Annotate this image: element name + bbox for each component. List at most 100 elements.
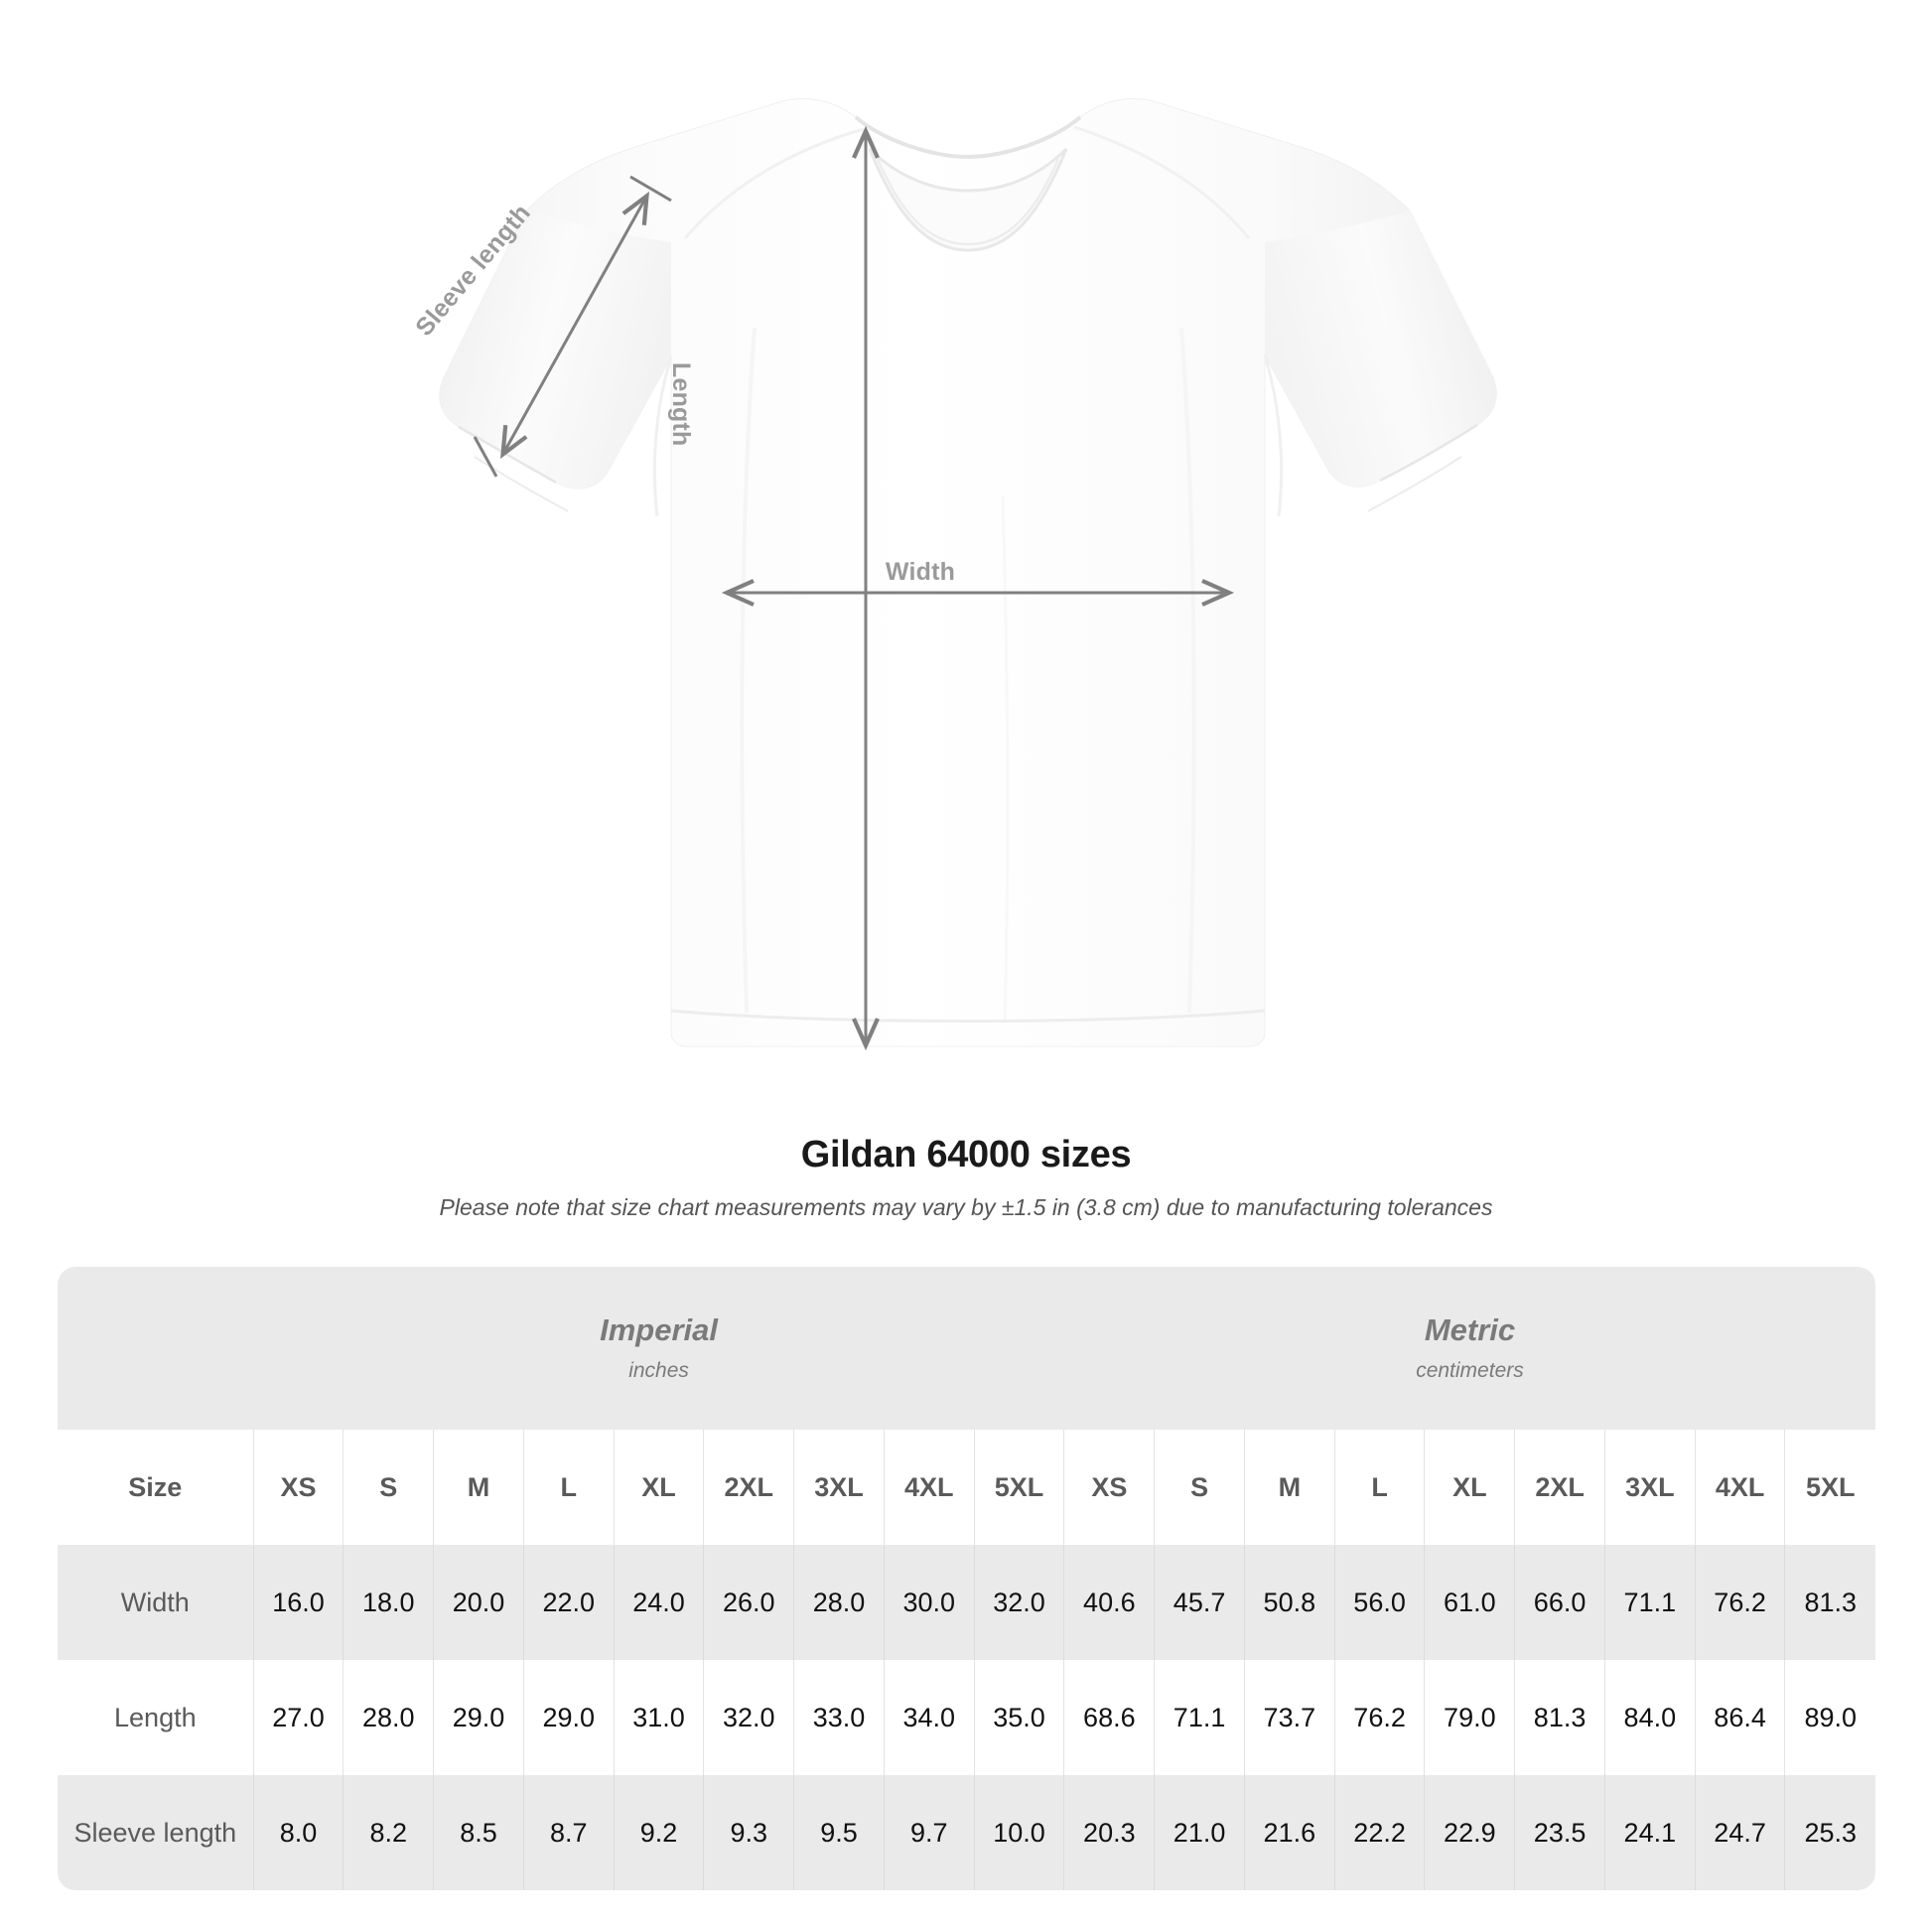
size-header-cell: 3XL	[1603, 1430, 1696, 1545]
table-cell: 9.5	[793, 1775, 885, 1890]
table-cell: 30.0	[883, 1545, 975, 1660]
size-header-cell: XS	[1063, 1430, 1155, 1545]
table-cell: 21.0	[1154, 1775, 1245, 1890]
table-cell: 22.9	[1424, 1775, 1515, 1890]
table-cell: 20.0	[433, 1545, 524, 1660]
table-cell: 8.7	[522, 1775, 615, 1890]
size-header-cell: XL	[613, 1430, 704, 1545]
table-cell: 21.6	[1243, 1775, 1335, 1890]
table-cell: 86.4	[1694, 1660, 1785, 1775]
table-cell: 9.3	[703, 1775, 794, 1890]
sleeve-tick-top	[629, 175, 672, 203]
unit-header-metric: Metric centimeters	[1063, 1267, 1875, 1430]
size-chart-table: Imperial inches Metric centimeters Size XS S M L…	[58, 1267, 1875, 1890]
table-cell: 25.3	[1784, 1775, 1875, 1890]
table-cell: 32.0	[703, 1660, 794, 1775]
table-cell: 8.0	[252, 1775, 344, 1890]
tshirt-body-shape	[439, 97, 1497, 1047]
size-header-cell: L	[522, 1430, 615, 1545]
sleeve-measure-arrow	[500, 191, 649, 460]
table-cell: 76.2	[1694, 1545, 1785, 1660]
table-cell: 29.0	[522, 1660, 615, 1775]
table-cell: 22.2	[1333, 1775, 1425, 1890]
table-body: Imperial inches Metric centimeters Size XS S M L…	[58, 1267, 1875, 1890]
table-cell: 79.0	[1424, 1660, 1515, 1775]
size-header-cell: L	[1333, 1430, 1425, 1545]
size-header-cell: 5XL	[973, 1430, 1064, 1545]
size-header-row: Size XS S M L XL 2XL 3XL 4XL 5XL XS S M L XL 2XL 3XL 4XL 5…	[58, 1430, 1875, 1545]
table-cell: 35.0	[973, 1660, 1064, 1775]
size-header-cell: 4XL	[1694, 1430, 1785, 1545]
size-header-cell: 5XL	[1784, 1430, 1875, 1545]
table-cell: 56.0	[1333, 1545, 1425, 1660]
table-cell: 10.0	[973, 1775, 1064, 1890]
table-cell: 27.0	[252, 1660, 344, 1775]
unit-title: Imperial	[600, 1311, 718, 1347]
width-label: Width	[885, 558, 956, 586]
table-cell: 81.3	[1514, 1660, 1605, 1775]
tolerance-note: Please note that size chart measurements…	[439, 1194, 1493, 1220]
table-cell: 24.0	[613, 1545, 704, 1660]
table-cell: 50.8	[1243, 1545, 1335, 1660]
table-cell: 24.1	[1603, 1775, 1696, 1890]
table-cell: 81.3	[1784, 1545, 1875, 1660]
table-cell: 20.3	[1063, 1775, 1155, 1890]
table-cell: 66.0	[1514, 1545, 1605, 1660]
table-cell: 61.0	[1424, 1545, 1515, 1660]
table-cell: 29.0	[433, 1660, 524, 1775]
tshirt-svg	[439, 97, 1497, 1051]
table-cell: 16.0	[252, 1545, 344, 1660]
table-row: Sleeve length 8.0 8.2 8.5 8.7 9.2 9.3 9.5 9.7 10.…	[58, 1775, 1875, 1890]
row-label-length: Length	[58, 1660, 254, 1775]
table-cell: 22.0	[522, 1545, 615, 1660]
table-cell: 71.1	[1603, 1545, 1696, 1660]
table-cell: 76.2	[1333, 1660, 1425, 1775]
size-header-cell: 4XL	[883, 1430, 975, 1545]
table-cell: 33.0	[793, 1660, 885, 1775]
table-cell: 23.5	[1514, 1775, 1605, 1890]
size-header-cell: 3XL	[793, 1430, 885, 1545]
table-cell: 28.0	[793, 1545, 885, 1660]
chart-heading-block: Gildan 64000 sizes Please note that size…	[0, 1134, 1932, 1221]
sleeve-tick-bottom	[473, 436, 498, 478]
table-cell: 68.6	[1063, 1660, 1155, 1775]
table-cell: 26.0	[703, 1545, 794, 1660]
table-cell: 32.0	[973, 1545, 1064, 1660]
size-header-cell: S	[1154, 1430, 1245, 1545]
table-cell: 18.0	[343, 1545, 434, 1660]
table-cell: 89.0	[1784, 1660, 1875, 1775]
size-header-label: Size	[58, 1430, 254, 1545]
unit-header-imperial: Imperial inches	[253, 1267, 1064, 1430]
size-header-cell: M	[1243, 1430, 1335, 1545]
table-cell: 71.1	[1154, 1660, 1245, 1775]
table-cell: 73.7	[1243, 1660, 1335, 1775]
tshirt-illustration: Sleeve length Length Width	[410, 97, 1497, 1051]
table-row: Width 16.0 18.0 20.0 22.0 24.0 26.0 28.0 30.0 32.…	[58, 1545, 1875, 1660]
table-cell: 84.0	[1603, 1660, 1696, 1775]
unit-title: Metric	[1424, 1311, 1516, 1347]
table-cell: 8.2	[343, 1775, 434, 1890]
size-header-cell: M	[433, 1430, 524, 1545]
table-cell: 8.5	[433, 1775, 524, 1890]
unit-row-spacer	[58, 1267, 254, 1430]
measurement-lines	[473, 125, 1235, 1051]
unit-header-row: Imperial inches Metric centimeters	[58, 1267, 1875, 1430]
unit-subtitle: centimeters	[1416, 1358, 1524, 1382]
table-cell: 34.0	[883, 1660, 975, 1775]
table-row: Length 27.0 28.0 29.0 29.0 31.0 32.0 33.0 34.0 35…	[58, 1660, 1875, 1775]
size-header-cell: 2XL	[1514, 1430, 1605, 1545]
size-header-cell: S	[343, 1430, 434, 1545]
length-label: Length	[667, 362, 695, 447]
table-cell: 31.0	[613, 1660, 704, 1775]
table-cell: 9.2	[613, 1775, 704, 1890]
size-table-container: Imperial inches Metric centimeters Size XS S M L…	[58, 1267, 1875, 1890]
table-cell: 45.7	[1154, 1545, 1245, 1660]
table-cell: 28.0	[343, 1660, 434, 1775]
table-cell: 9.7	[883, 1775, 975, 1890]
unit-subtitle: inches	[628, 1358, 689, 1382]
page-title: Gildan 64000 sizes	[800, 1134, 1132, 1175]
row-label-sleeve-length: Sleeve length	[58, 1775, 254, 1890]
table-cell: 40.6	[1063, 1545, 1155, 1660]
size-header-cell: XL	[1424, 1430, 1515, 1545]
